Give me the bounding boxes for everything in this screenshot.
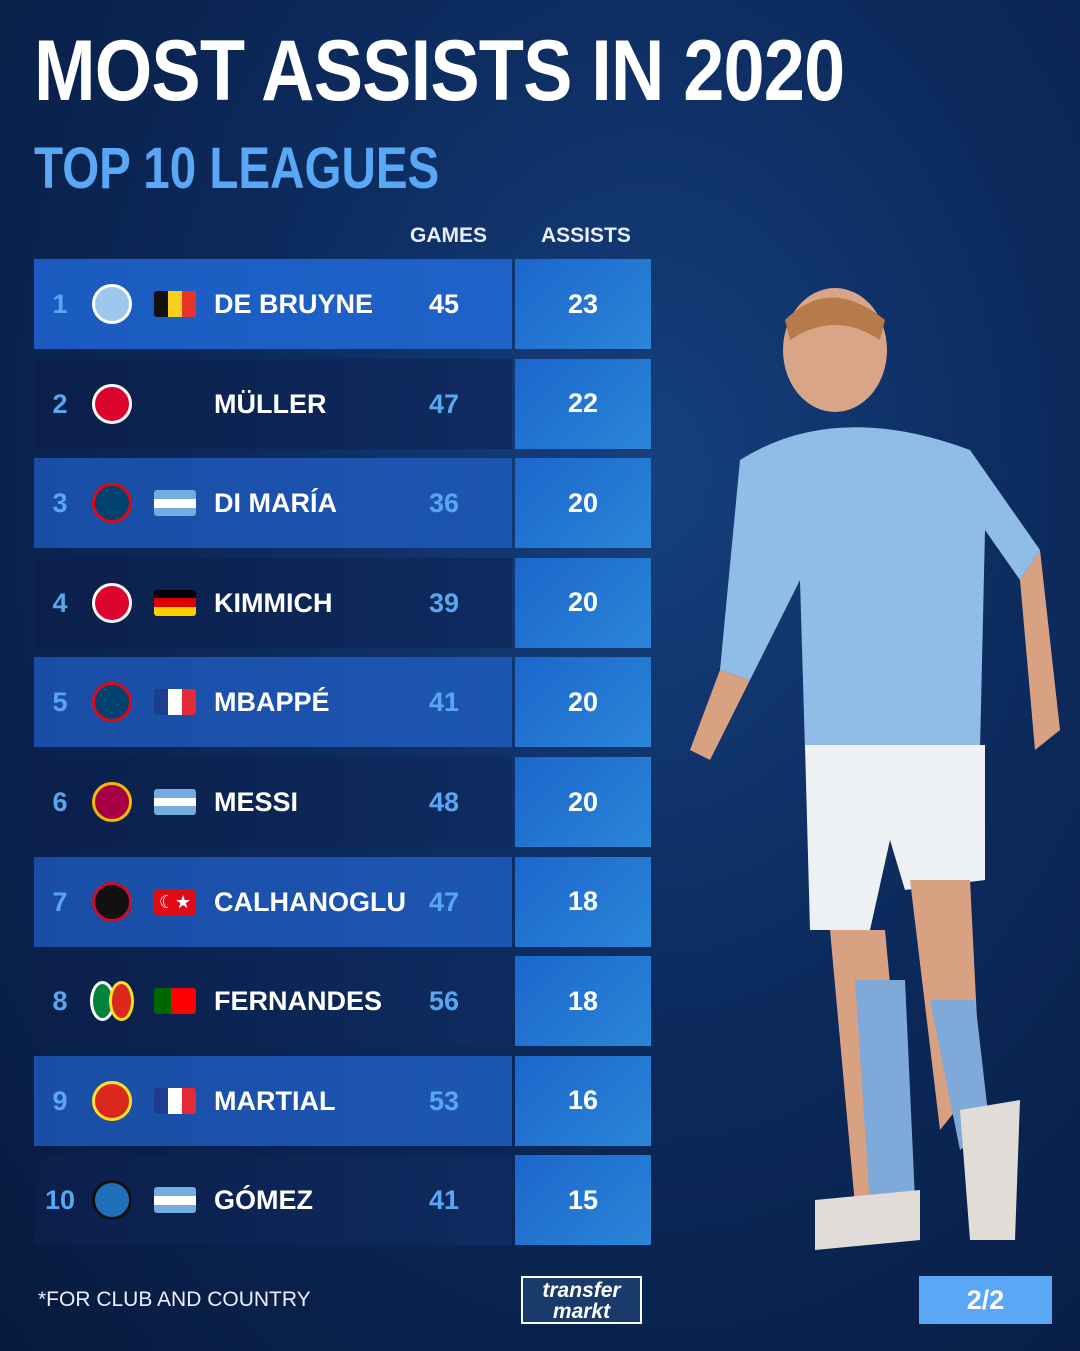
france-flag-icon <box>154 689 196 716</box>
rank: 6 <box>52 787 68 817</box>
rank: 2 <box>52 388 68 419</box>
club-crest <box>90 680 134 724</box>
assists-value: 16 <box>515 1055 651 1146</box>
footnote: *FOR CLUB AND COUNTRY <box>38 1288 311 1311</box>
player-name: FERNANDES <box>214 986 383 1017</box>
bayern-munich-crest-icon <box>92 383 132 424</box>
rank: 1 <box>52 289 68 319</box>
club-crest <box>90 880 134 924</box>
table-row: 6 MESSI 48 <box>34 757 512 847</box>
player-name: MESSI <box>214 787 299 817</box>
page-title: MOST ASSISTS IN 2020 <box>34 23 845 119</box>
manchester-united-crest-icon <box>109 981 134 1022</box>
club-crest <box>90 979 134 1023</box>
player-name: MÜLLER <box>214 388 327 419</box>
assists-value: 20 <box>515 557 651 648</box>
column-header-assists: ASSISTS <box>541 224 631 247</box>
games-value: 48 <box>428 787 460 817</box>
belgium-flag-icon <box>154 291 196 317</box>
table-row: 2 MÜLLER 47 <box>34 358 512 449</box>
player-name: MARTIAL <box>214 1085 336 1116</box>
page-subtitle: TOP 10 LEAGUES <box>34 136 440 201</box>
club-crest <box>90 282 134 326</box>
player-name: MBAPPÉ <box>214 687 330 718</box>
table-row: 9 MARTIAL 53 <box>34 1055 512 1146</box>
games-value: 47 <box>428 388 460 419</box>
table-row: 3 DI MARÍA 36 <box>34 458 512 549</box>
games-value: 53 <box>428 1085 460 1116</box>
assists-value: 20 <box>515 458 651 549</box>
games-value: 39 <box>428 587 460 618</box>
manchester-city-crest-icon <box>92 284 132 324</box>
barcelona-crest-icon <box>92 782 132 822</box>
club-crest <box>90 1079 134 1123</box>
rank: 10 <box>44 1185 76 1216</box>
argentina-flag-icon <box>154 1187 196 1214</box>
games-value: 56 <box>428 986 460 1017</box>
germany-flag-icon <box>154 589 196 616</box>
club-crest <box>90 382 134 426</box>
table-row: 1 DE BRUYNE 45 <box>34 259 512 349</box>
atalanta-crest-icon <box>92 1180 132 1221</box>
club-crest <box>90 1178 134 1222</box>
table-row: 5 MBAPPÉ 41 <box>34 657 512 748</box>
player-name: GÓMEZ <box>214 1185 313 1216</box>
games-value: 45 <box>428 289 460 319</box>
bayern-munich-crest-icon <box>92 582 132 623</box>
transfermarkt-logo: transfer markt <box>521 1276 642 1324</box>
player-name: DI MARÍA <box>214 488 337 519</box>
club-crest <box>90 780 134 824</box>
club-crest <box>90 481 134 525</box>
manchester-united-crest-icon <box>92 1080 132 1121</box>
argentina-flag-icon <box>154 789 196 815</box>
rank: 7 <box>52 886 68 917</box>
assists-value: 23 <box>515 259 651 349</box>
table-row: 8 FERNANDES 56 <box>34 956 512 1047</box>
argentina-flag-icon <box>154 490 196 517</box>
assists-value: 20 <box>515 657 651 748</box>
turkey-flag-icon: ☾★ <box>154 888 196 915</box>
player-name: KIMMICH <box>214 587 333 618</box>
player-photo <box>690 288 1060 1250</box>
rank: 8 <box>52 986 68 1017</box>
rank: 5 <box>52 687 68 718</box>
games-value: 47 <box>428 886 460 917</box>
club-crest <box>90 581 134 625</box>
portugal-flag-icon <box>154 988 196 1015</box>
assists-value: 20 <box>515 757 651 847</box>
games-value: 41 <box>428 1185 460 1216</box>
assists-value: 15 <box>515 1155 651 1246</box>
rank: 9 <box>52 1085 68 1116</box>
psg-crest-icon <box>92 682 132 723</box>
assists-value: 18 <box>515 956 651 1047</box>
assists-value: 18 <box>515 856 651 947</box>
table-row: 4 KIMMICH 39 <box>34 557 512 648</box>
column-header-games: GAMES <box>410 224 488 247</box>
games-value: 41 <box>428 687 460 718</box>
table-row: 7 ☾★ CALHANOGLU 47 <box>34 856 512 947</box>
logo-text-line2: markt <box>552 1300 611 1323</box>
table-row: 10 GÓMEZ 41 <box>34 1155 512 1246</box>
rank: 3 <box>52 488 68 519</box>
games-value: 36 <box>428 488 460 519</box>
player-name: CALHANOGLU <box>214 886 406 917</box>
assists-value: 22 <box>515 358 651 449</box>
page-indicator: 2/2 <box>919 1276 1052 1324</box>
rank: 4 <box>52 587 68 618</box>
psg-crest-icon <box>92 483 132 524</box>
ac-milan-crest-icon <box>92 881 132 922</box>
logo-text-line1: transfer <box>542 1279 621 1302</box>
france-flag-icon <box>154 1087 196 1114</box>
player-name: DE BRUYNE <box>214 289 374 319</box>
